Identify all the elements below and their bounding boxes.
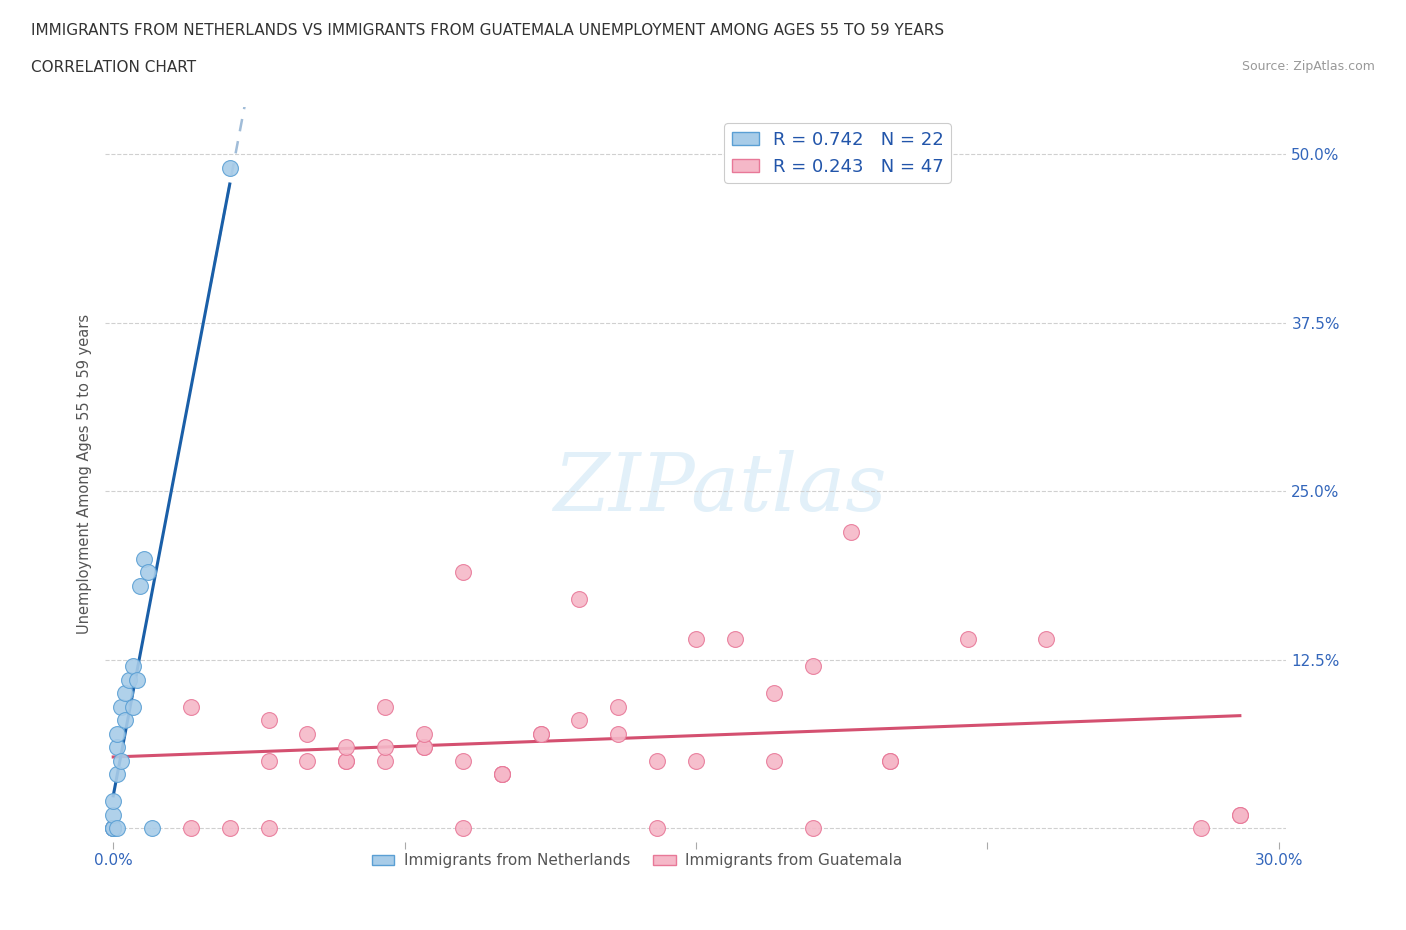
Point — [114, 713, 136, 728]
Point — [491, 767, 513, 782]
Point — [335, 753, 357, 768]
Point — [103, 794, 125, 809]
Point — [1229, 807, 1251, 822]
Text: CORRELATION CHART: CORRELATION CHART — [31, 60, 195, 75]
Point — [129, 578, 152, 593]
Point — [413, 726, 436, 741]
Point — [103, 807, 125, 822]
Point — [105, 740, 128, 755]
Point — [413, 740, 436, 755]
Point — [121, 699, 143, 714]
Text: ZIPatlas: ZIPatlas — [553, 450, 886, 527]
Point — [762, 753, 785, 768]
Point — [335, 753, 357, 768]
Point — [103, 821, 125, 836]
Point — [118, 672, 141, 687]
Point — [180, 699, 202, 714]
Point — [491, 767, 513, 782]
Point — [801, 659, 824, 674]
Text: IMMIGRANTS FROM NETHERLANDS VS IMMIGRANTS FROM GUATEMALA UNEMPLOYMENT AMONG AGES: IMMIGRANTS FROM NETHERLANDS VS IMMIGRANT… — [31, 23, 943, 38]
Point — [956, 632, 979, 647]
Point — [121, 659, 143, 674]
Point — [645, 821, 668, 836]
Point — [451, 753, 474, 768]
Point — [110, 753, 132, 768]
Point — [257, 713, 280, 728]
Point — [105, 821, 128, 836]
Legend: Immigrants from Netherlands, Immigrants from Guatemala: Immigrants from Netherlands, Immigrants … — [366, 847, 908, 874]
Point — [1229, 807, 1251, 822]
Point — [491, 767, 513, 782]
Point — [607, 699, 630, 714]
Point — [141, 821, 163, 836]
Point — [257, 753, 280, 768]
Point — [105, 767, 128, 782]
Point — [374, 753, 396, 768]
Point — [105, 726, 128, 741]
Point — [1189, 821, 1212, 836]
Point — [1035, 632, 1057, 647]
Point — [374, 740, 396, 755]
Point — [685, 753, 707, 768]
Point — [841, 525, 863, 539]
Point — [529, 726, 551, 741]
Point — [724, 632, 747, 647]
Point — [529, 726, 551, 741]
Point — [335, 740, 357, 755]
Point — [297, 726, 319, 741]
Point — [879, 753, 901, 768]
Text: Source: ZipAtlas.com: Source: ZipAtlas.com — [1241, 60, 1375, 73]
Point — [218, 160, 240, 175]
Point — [568, 591, 591, 606]
Point — [125, 672, 148, 687]
Point — [103, 821, 125, 836]
Point — [110, 699, 132, 714]
Point — [218, 821, 240, 836]
Point — [114, 686, 136, 701]
Point — [413, 740, 436, 755]
Point — [685, 632, 707, 647]
Point — [134, 551, 156, 566]
Point — [645, 753, 668, 768]
Point — [451, 565, 474, 579]
Point — [451, 821, 474, 836]
Point — [257, 821, 280, 836]
Point — [607, 726, 630, 741]
Point — [879, 753, 901, 768]
Point — [103, 821, 125, 836]
Y-axis label: Unemployment Among Ages 55 to 59 years: Unemployment Among Ages 55 to 59 years — [77, 314, 93, 634]
Point — [180, 821, 202, 836]
Point — [374, 699, 396, 714]
Point — [136, 565, 159, 579]
Point — [297, 753, 319, 768]
Point — [568, 713, 591, 728]
Point — [762, 686, 785, 701]
Point — [103, 821, 125, 836]
Point — [801, 821, 824, 836]
